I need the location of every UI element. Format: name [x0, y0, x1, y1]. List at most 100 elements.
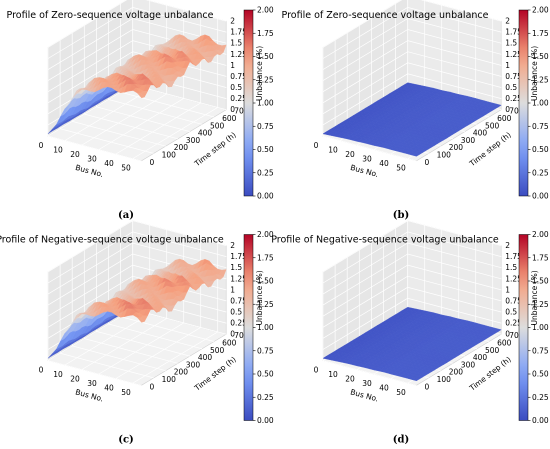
chart-title: Profile of Negative-sequence voltage unb… — [0, 235, 224, 246]
colorbar-tick-label: 0.25 — [532, 168, 549, 177]
z-tick-label: 0.25 — [505, 94, 522, 103]
y-tick-label: 100 — [162, 150, 177, 159]
x-tick-label: 40 — [104, 384, 114, 393]
colorbar-tick-label: 2.00 — [532, 6, 549, 15]
z-tick-label: 1.75 — [505, 28, 522, 37]
chart-title: Profile of Negative-sequence voltage unb… — [271, 235, 499, 246]
x-tick-label: 0 — [39, 141, 44, 150]
colorbar-tick-label: 0.50 — [532, 145, 549, 154]
z-tick-label: 2 — [505, 241, 510, 250]
panel-caption: (a) — [118, 210, 134, 221]
colorbar — [243, 9, 254, 197]
panel-caption: (d) — [393, 435, 409, 446]
z-tick-label: 1.5 — [230, 263, 242, 272]
z-tick-label: 1 — [230, 61, 235, 70]
z-tick-label: 1.5 — [230, 39, 242, 48]
y-tick-label: 500 — [485, 346, 500, 355]
z-tick-label: 0 — [230, 105, 235, 114]
z-tick-label: 2 — [230, 17, 235, 26]
y-tick-label: 400 — [473, 129, 488, 138]
colorbar-tick-label: 1.00 — [257, 99, 274, 108]
x-tick-label: 30 — [362, 379, 372, 388]
x-tick-label: 50 — [396, 164, 406, 173]
y-tick-label: 700 — [509, 107, 524, 116]
y-tick-label: 500 — [210, 346, 225, 355]
z-tick-label: 2 — [230, 241, 235, 250]
y-tick-label: 100 — [437, 375, 452, 384]
z-axis-label: Unbalance (%) — [530, 46, 539, 101]
x-tick-label: 10 — [53, 370, 63, 379]
z-tick-label: 0.5 — [230, 83, 242, 92]
z-tick-label: 0.5 — [230, 308, 242, 317]
x-tick-label: 0 — [314, 141, 319, 150]
z-tick-label: 0 — [505, 105, 510, 114]
colorbar-tick-label: 0.25 — [257, 168, 274, 177]
z-tick-label: 1 — [505, 61, 510, 70]
colorbar-tick-label: 1.50 — [532, 52, 549, 61]
y-tick-label: 200 — [449, 368, 464, 377]
z-tick-label: 1.75 — [230, 252, 247, 261]
panel-caption: (c) — [118, 435, 134, 446]
z-tick-label: 1.25 — [230, 50, 247, 59]
x-axis-label: Bus No. — [349, 387, 379, 403]
colorbar-tick-label: 0.75 — [257, 122, 274, 131]
z-axis-label: Unbalance (%) — [255, 46, 264, 101]
z-tick-label: 0.5 — [505, 83, 517, 92]
surface — [322, 306, 502, 382]
y-tick-label: 300 — [461, 360, 476, 369]
colorbar — [243, 234, 254, 421]
x-tick-label: 20 — [345, 375, 355, 384]
x-tick-label: 40 — [379, 159, 389, 168]
y-tick-label: 200 — [174, 143, 189, 152]
z-tick-label: 1.25 — [505, 50, 522, 59]
colorbar-tick-label: 2.00 — [257, 6, 274, 15]
x-tick-label: 20 — [70, 375, 80, 384]
x-tick-label: 20 — [70, 150, 80, 159]
z-tick-label: 0.25 — [230, 319, 247, 328]
colorbar-tick-label: 1.00 — [532, 99, 549, 108]
z-tick-label: 0 — [505, 330, 510, 339]
colorbar-tick-label: 1.25 — [532, 300, 549, 309]
surface — [322, 82, 502, 157]
z-tick-label: 1.25 — [230, 274, 247, 283]
x-tick-label: 0 — [314, 366, 319, 375]
z-tick-label: 1.75 — [505, 252, 522, 261]
x-tick-label: 20 — [345, 150, 355, 159]
x-tick-label: 10 — [53, 146, 63, 155]
chart-title: Profile of Zero-sequence voltage unbalan… — [282, 10, 489, 21]
chart-panel-3: 0 0.25 0.5 0.75 1 1.25 1.5 1.75 2 Unbalance (%) 0 1… — [0, 220, 274, 446]
z-tick-label: 1 — [230, 285, 235, 294]
colorbar-tick-label: 0.25 — [257, 393, 274, 402]
colorbar-tick-label: 2.00 — [257, 230, 274, 239]
y-tick-label: 400 — [473, 353, 488, 362]
chart-title: Profile of Zero-sequence voltage unbalan… — [7, 10, 214, 21]
z-tick-label: 1.5 — [505, 263, 517, 272]
y-tick-label: 600 — [222, 338, 237, 347]
colorbar-tick-label: 1.00 — [257, 323, 274, 332]
x-axis-label: Bus No. — [74, 387, 104, 403]
colorbar — [518, 9, 529, 197]
x-tick-label: 10 — [328, 370, 338, 379]
z-tick-label: 0 — [230, 330, 235, 339]
colorbar-tick-label: 0.75 — [532, 346, 549, 355]
z-tick-label: 1.25 — [505, 274, 522, 283]
colorbar-tick-label: 1.75 — [532, 253, 549, 262]
z-tick-label: 2 — [505, 17, 510, 26]
y-tick-label: 100 — [437, 150, 452, 159]
z-axis-label: Unbalance (%) — [255, 270, 264, 325]
surface — [47, 258, 227, 359]
y-tick-label: 0 — [425, 158, 430, 167]
y-tick-label: 500 — [210, 121, 225, 130]
y-tick-label: 0 — [150, 382, 155, 391]
colorbar-tick-label: 0.00 — [257, 416, 274, 425]
colorbar-tick-label: 0.50 — [257, 370, 274, 379]
y-tick-label: 600 — [497, 114, 512, 123]
y-tick-label: 600 — [497, 338, 512, 347]
y-tick-label: 200 — [174, 368, 189, 377]
y-tick-label: 700 — [234, 107, 249, 116]
z-tick-label: 0.75 — [230, 296, 247, 305]
y-tick-label: 500 — [485, 121, 500, 130]
x-axis-label: Bus No. — [349, 163, 379, 179]
colorbar-tick-label: 0.25 — [532, 393, 549, 402]
